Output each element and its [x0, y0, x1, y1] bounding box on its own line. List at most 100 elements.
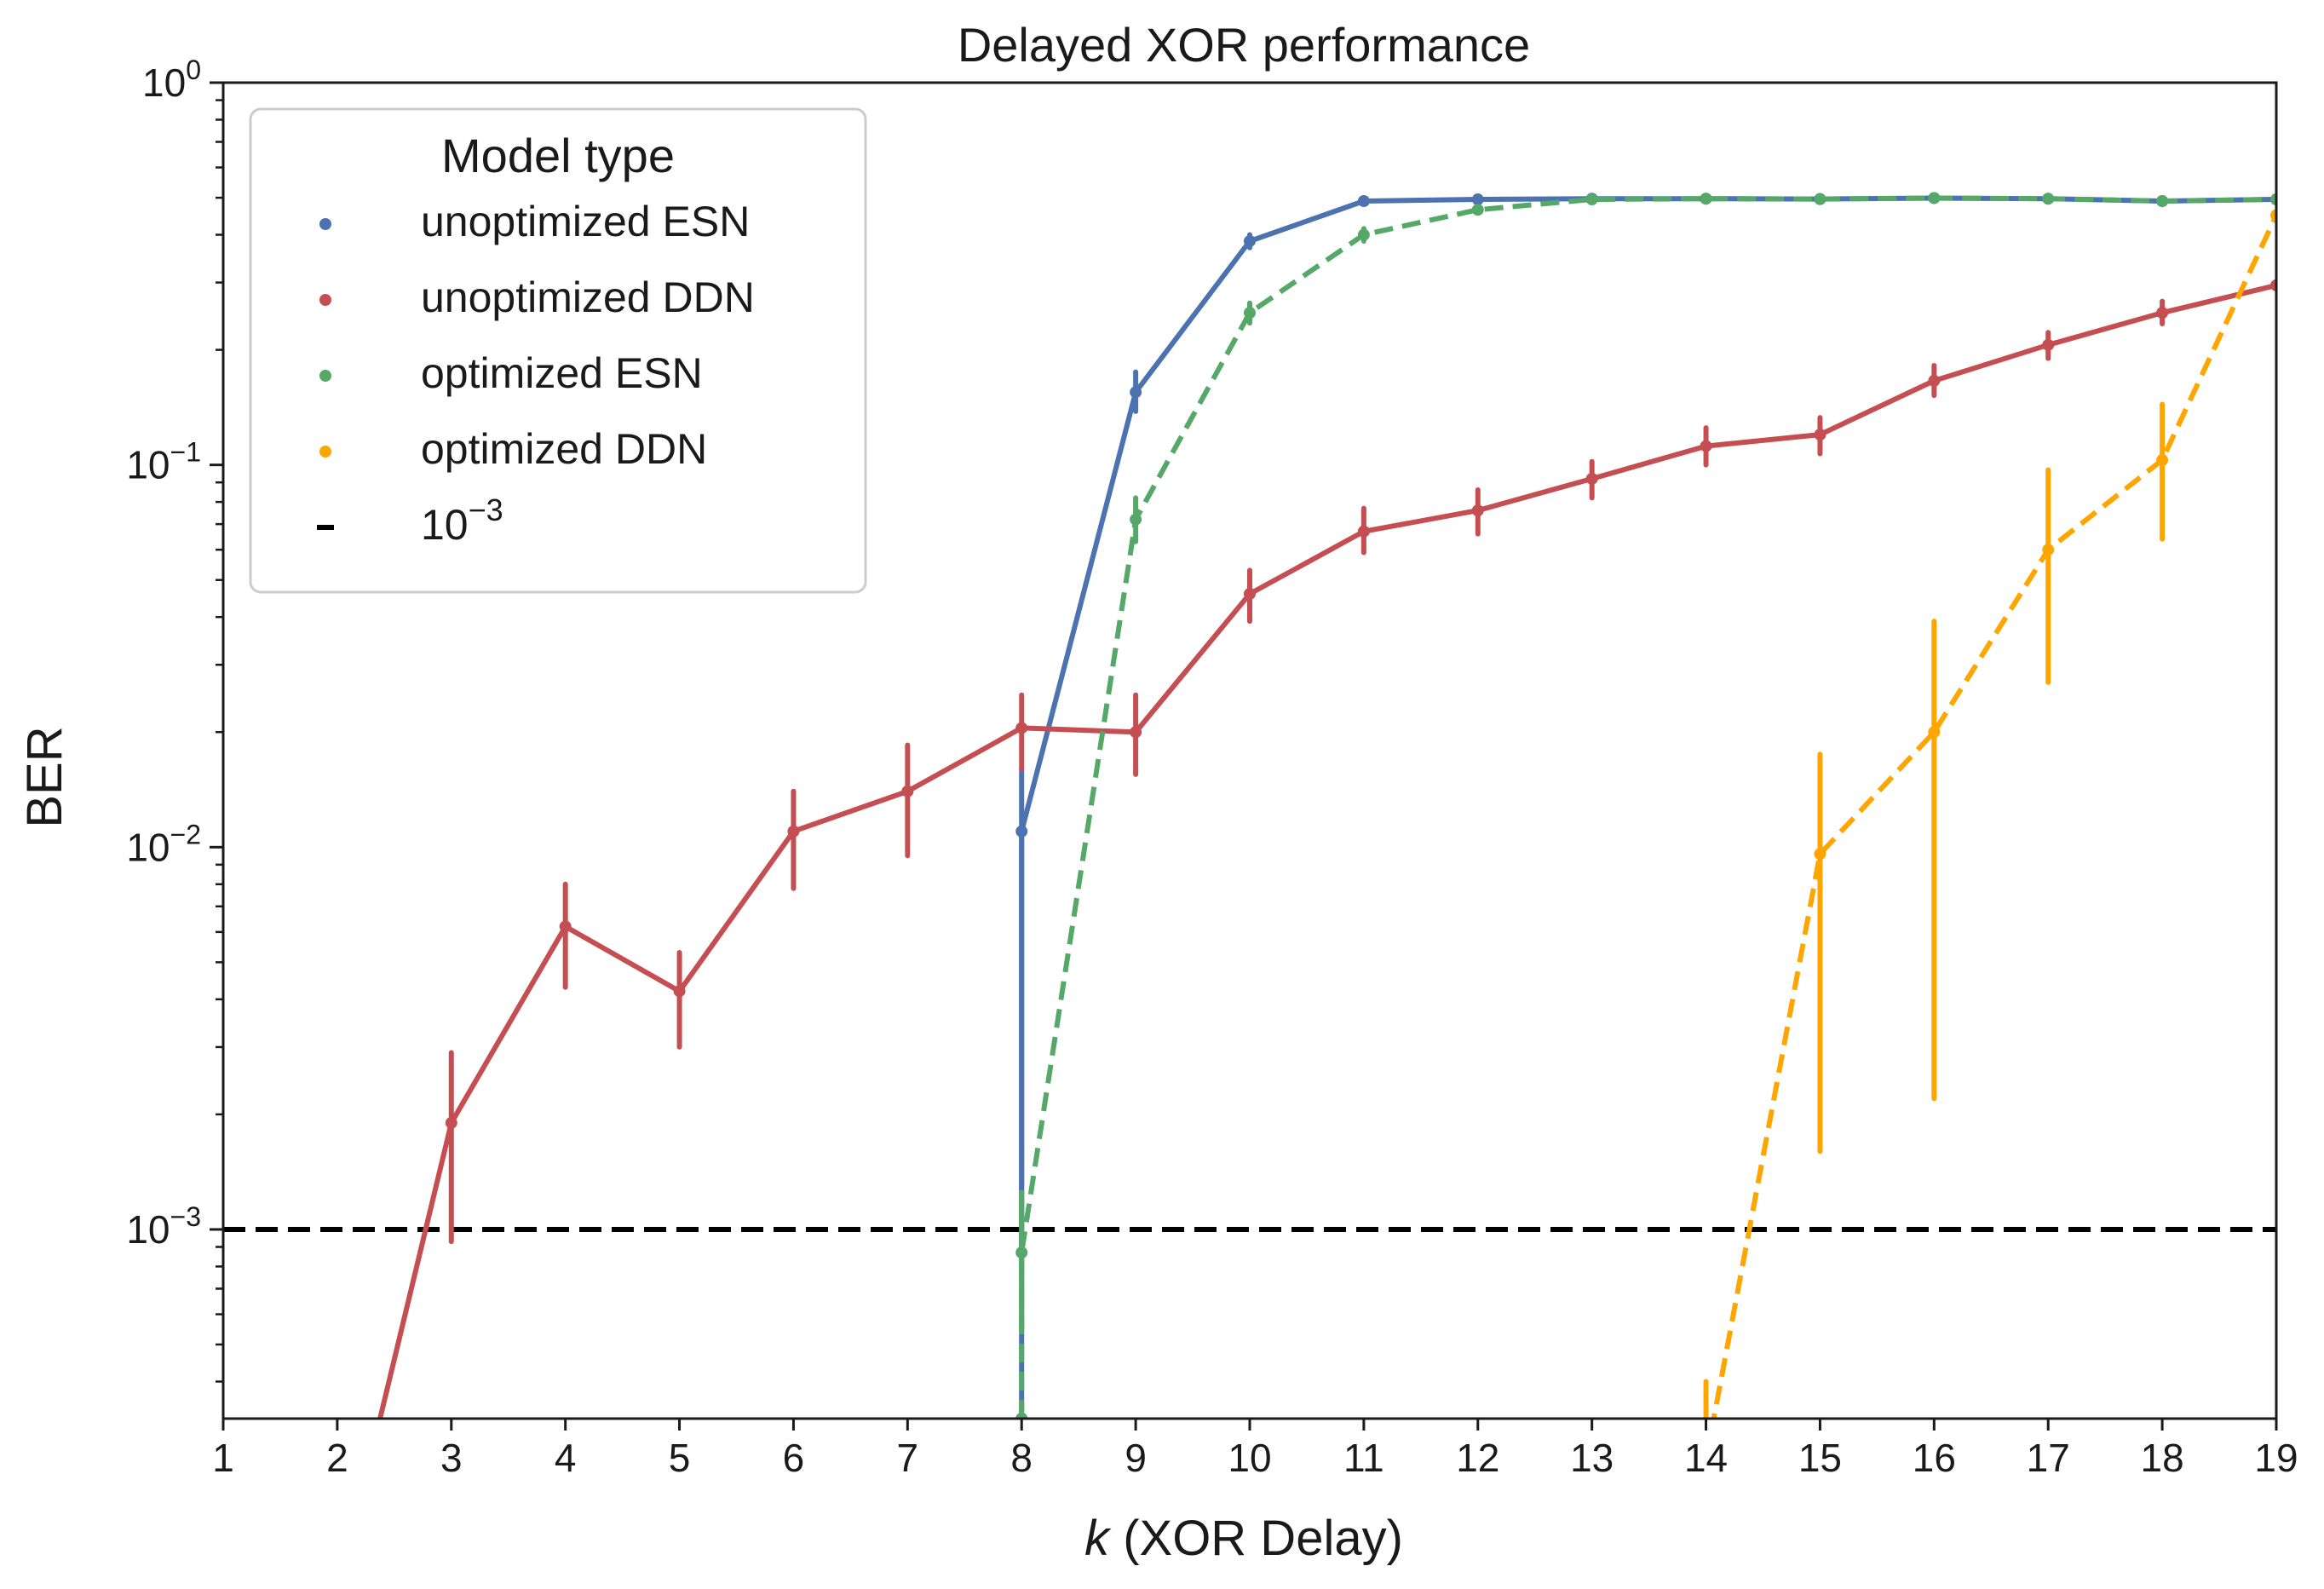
y-tick-base: 10 [126, 825, 170, 869]
x-tick-label: 7 [897, 1436, 919, 1480]
legend-entries: unoptimized ESN unoptimized DDN optimized … [317, 198, 755, 549]
legend-marker [319, 446, 331, 458]
data-point [1244, 234, 1256, 247]
y-tick-exponent: −2 [170, 819, 201, 849]
data-point [2042, 338, 2055, 351]
y-tick-exponent: −1 [170, 437, 201, 468]
data-point [1015, 1246, 1028, 1259]
x-tick-label: 5 [669, 1436, 691, 1480]
x-tick-label: 19 [2254, 1436, 2298, 1480]
x-tick-label: 13 [1570, 1436, 1614, 1480]
data-point [1015, 722, 1028, 734]
legend-ref-base: 10 [421, 501, 469, 549]
y-axis-label: BER [17, 726, 72, 827]
ticks-layer: 1 2 3 4 5 6 7 8 9 10 11 12 13 14 15 16 17 18 1910−310−210−… [126, 55, 2298, 1480]
y-tick-label: 10−3 [126, 1201, 201, 1252]
data-point [1585, 193, 1598, 206]
data-point [1928, 192, 1941, 204]
legend-label: unoptimized DDN [421, 273, 755, 321]
x-tick-label: 2 [326, 1436, 348, 1480]
y-tick-exponent: −3 [170, 1201, 201, 1232]
data-point [2042, 193, 2055, 205]
data-point [1814, 193, 1826, 205]
y-tick-label: 10−1 [126, 437, 201, 487]
legend-label: optimized DDN [421, 425, 707, 473]
data-point [2042, 544, 2055, 556]
data-point [1130, 726, 1142, 739]
x-tick-label: 9 [1125, 1436, 1147, 1480]
data-point [787, 825, 800, 838]
data-point [2156, 194, 2169, 207]
legend-ref-label: 10−3 [421, 492, 503, 549]
data-point [2270, 209, 2276, 222]
data-point [2156, 453, 2169, 466]
legend-marker [319, 294, 331, 306]
x-axis-label-rest: (XOR Delay) [1109, 1511, 1403, 1566]
data-point [1585, 472, 1598, 485]
data-point [1130, 386, 1142, 399]
legend-marker [319, 218, 331, 230]
data-point [1471, 193, 1484, 206]
data-point [1471, 504, 1484, 517]
y-tick-label: 100 [142, 55, 201, 105]
x-tick-label: 14 [1684, 1436, 1728, 1480]
data-point [1814, 429, 1826, 441]
series-line [1711, 214, 2276, 1419]
series-unoptimized-ddn [377, 279, 2276, 1419]
data-point [2156, 307, 2169, 320]
data-point [1015, 1413, 1028, 1419]
chart-title: Delayed XOR performance [958, 18, 1530, 72]
series-layer [377, 192, 2276, 1419]
data-point [1015, 825, 1028, 838]
x-axis-label-italic: k [1084, 1511, 1112, 1566]
data-point [1357, 194, 1370, 207]
data-point [1814, 848, 1826, 861]
x-tick-label: 4 [555, 1436, 577, 1480]
data-point [1700, 193, 1712, 205]
x-tick-label: 15 [1798, 1436, 1842, 1480]
data-point [673, 985, 686, 998]
x-tick-label: 8 [1010, 1436, 1033, 1480]
data-point [1357, 525, 1370, 538]
legend-marker [319, 370, 331, 382]
y-tick-base: 10 [126, 443, 170, 487]
legend: Model type unoptimized ESN unoptimized DD… [249, 107, 867, 594]
data-point [1928, 726, 1941, 739]
data-point [2270, 279, 2276, 291]
x-tick-label: 3 [440, 1436, 463, 1480]
x-tick-label: 11 [1343, 1436, 1384, 1480]
x-tick-label: 10 [1228, 1436, 1271, 1480]
x-tick-label: 16 [1913, 1436, 1956, 1480]
legend-title: Model type [441, 129, 675, 182]
x-axis-label: k (XOR Delay) [1084, 1511, 1403, 1566]
data-point [1244, 307, 1256, 320]
series-optimized-ddn [1703, 209, 2276, 1419]
x-tick-label: 17 [2027, 1436, 2070, 1480]
x-tick-label: 1 [212, 1436, 234, 1480]
data-point [2270, 193, 2276, 206]
series-line [377, 282, 2276, 1419]
y-tick-exponent: 0 [186, 55, 201, 85]
series-optimized-esn [1015, 192, 2276, 1419]
x-tick-label: 6 [783, 1436, 805, 1480]
legend-label: optimized ESN [421, 349, 703, 397]
data-point [1928, 374, 1941, 387]
data-point [1244, 587, 1256, 600]
y-tick-base: 10 [126, 1207, 170, 1252]
legend-ref-exponent: −3 [469, 492, 503, 527]
data-point [1471, 204, 1484, 216]
y-tick-label: 10−2 [126, 819, 201, 869]
y-tick-base: 10 [142, 60, 186, 105]
data-point [559, 920, 572, 933]
data-point [1130, 513, 1142, 526]
x-tick-label: 12 [1456, 1436, 1499, 1480]
data-point [1357, 228, 1370, 241]
data-point [1700, 440, 1712, 452]
legend-label: unoptimized ESN [421, 198, 750, 245]
data-point [901, 785, 914, 797]
legend-box [249, 107, 867, 594]
x-tick-label: 18 [2141, 1436, 2184, 1480]
data-point [445, 1116, 457, 1129]
